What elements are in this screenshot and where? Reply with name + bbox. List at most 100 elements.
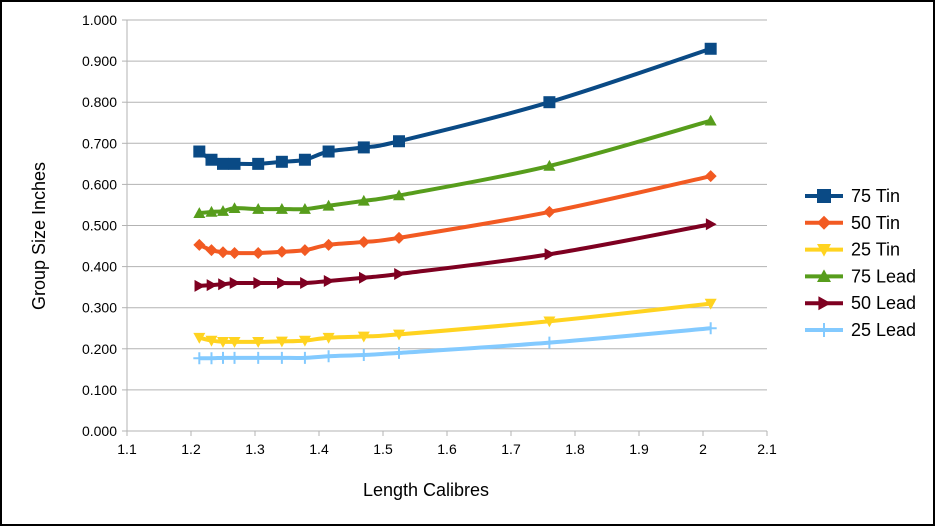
data-point-75-tin [217,157,229,170]
x-tick-label: 1.2 [181,441,201,457]
data-point-50-tin [704,170,717,183]
legend-label: 25 Tin [851,240,900,260]
data-point-50-lead [323,274,335,287]
data-point-50-lead [277,277,288,290]
data-point-25-lead [228,351,241,364]
y-tick-label: 0.700 [82,135,117,151]
series-25-lead [193,322,717,365]
data-point-25-tin [543,316,556,328]
data-point-50-lead [359,271,370,284]
x-tick-label: 1.9 [629,441,649,457]
y-tick-label: 0.900 [82,53,117,69]
x-tick-label: 1.7 [501,441,521,457]
data-point-50-lead [394,267,405,280]
data-point-75-lead [275,203,288,214]
data-point-50-tin [322,238,335,251]
x-tick-label: 2 [699,441,707,457]
data-point-25-lead [252,351,265,364]
series-25-tin [193,298,717,348]
y-tick-label: 0.200 [82,341,117,357]
data-point-25-lead [275,351,288,364]
data-point-25-tin [217,337,229,348]
x-tick-label: 1.1 [117,441,137,457]
data-point-50-tin [543,205,556,218]
data-point-75-tin [193,145,206,158]
legend-item-75-tin: 75 Tin [805,186,900,206]
y-tick-label: 0.300 [82,300,117,316]
data-point-25-lead [298,351,311,364]
legend-label: 75 Lead [851,266,916,286]
data-point-75-tin [275,155,288,168]
data-point-25-tin [252,337,265,348]
data-point-25-tin [298,335,311,347]
data-point-75-tin [252,157,265,170]
data-point-50-tin [298,244,311,257]
legend-item-50-tin: 50 Tin [805,213,900,233]
data-point-75-lead [205,205,218,217]
y-tick-label: 0.800 [82,94,117,110]
x-tick-labels: 1.1 1.2 1.3 1.4 1.5 1.6 1.7 1.8 1.9 2 2.1 [117,441,777,457]
series-75-tin [193,42,717,170]
data-point-50-lead [544,248,556,261]
data-point-25-tin [704,298,717,310]
data-point-50-lead [300,277,311,290]
data-point-25-tin [393,329,405,341]
data-point-25-lead [704,322,717,335]
data-point-50-lead [253,277,265,290]
data-point-75-lead [217,205,229,216]
data-point-50-lead [229,277,241,290]
data-point-50-tin [393,231,405,244]
legend-item-75-lead: 75 Lead [805,266,916,286]
y-tick-label: 0.400 [82,259,117,275]
data-point-25-lead [543,336,556,349]
legend: 75 Tin 50 Tin 25 Tin 75 Lead 50 Lead 25 Lead [805,186,916,340]
legend-marker [817,323,831,337]
series-line-50-lead [199,222,712,288]
legend-marker [817,215,831,230]
data-point-50-tin [357,235,370,248]
y-axis-title: Group Size Inches [29,162,49,310]
data-point-50-lead [218,278,229,291]
legend-label: 50 Lead [851,293,916,313]
axes [126,20,768,436]
data-point-75-lead [393,189,405,201]
data-point-75-tin [393,135,405,148]
legend-marker [817,244,831,257]
x-tick-label: 2.1 [757,441,777,457]
data-point-25-lead [205,352,218,365]
data-point-75-tin [357,141,370,154]
x-tick-label: 1.6 [437,441,457,457]
legend-label: 50 Tin [851,213,900,233]
data-point-50-tin [193,238,206,251]
series-75-lead [193,114,717,218]
y-tick-label: 1.000 [82,12,117,28]
data-point-75-lead [298,203,311,214]
data-point-50-tin [275,245,288,258]
series-line-75-tin [198,46,712,167]
data-point-75-lead [357,194,370,206]
legend-marker [818,296,831,311]
data-point-25-lead [393,346,405,359]
legend-marker [817,269,831,282]
data-point-50-tin [217,246,229,259]
legend-label: 25 Lead [851,320,916,340]
x-axis-title: Length Calibres [363,480,489,500]
data-point-50-tin [205,244,218,257]
data-point-75-lead [704,114,717,126]
data-point-50-lead [206,279,218,292]
series-line-50-tin [198,174,712,256]
data-point-75-tin [543,96,556,109]
data-point-25-tin [228,337,241,348]
series-50-lead [194,218,717,292]
legend-item-25-tin: 25 Tin [805,240,900,260]
data-point-75-lead [228,202,241,214]
data-point-75-lead [193,207,206,218]
legend-item-25-lead: 25 Lead [805,320,916,340]
y-tick-label: 0.100 [82,382,117,398]
data-point-25-tin [322,332,335,344]
data-point-25-lead [357,348,370,361]
x-tick-label: 1.3 [245,441,265,457]
data-point-75-tin [704,42,717,55]
